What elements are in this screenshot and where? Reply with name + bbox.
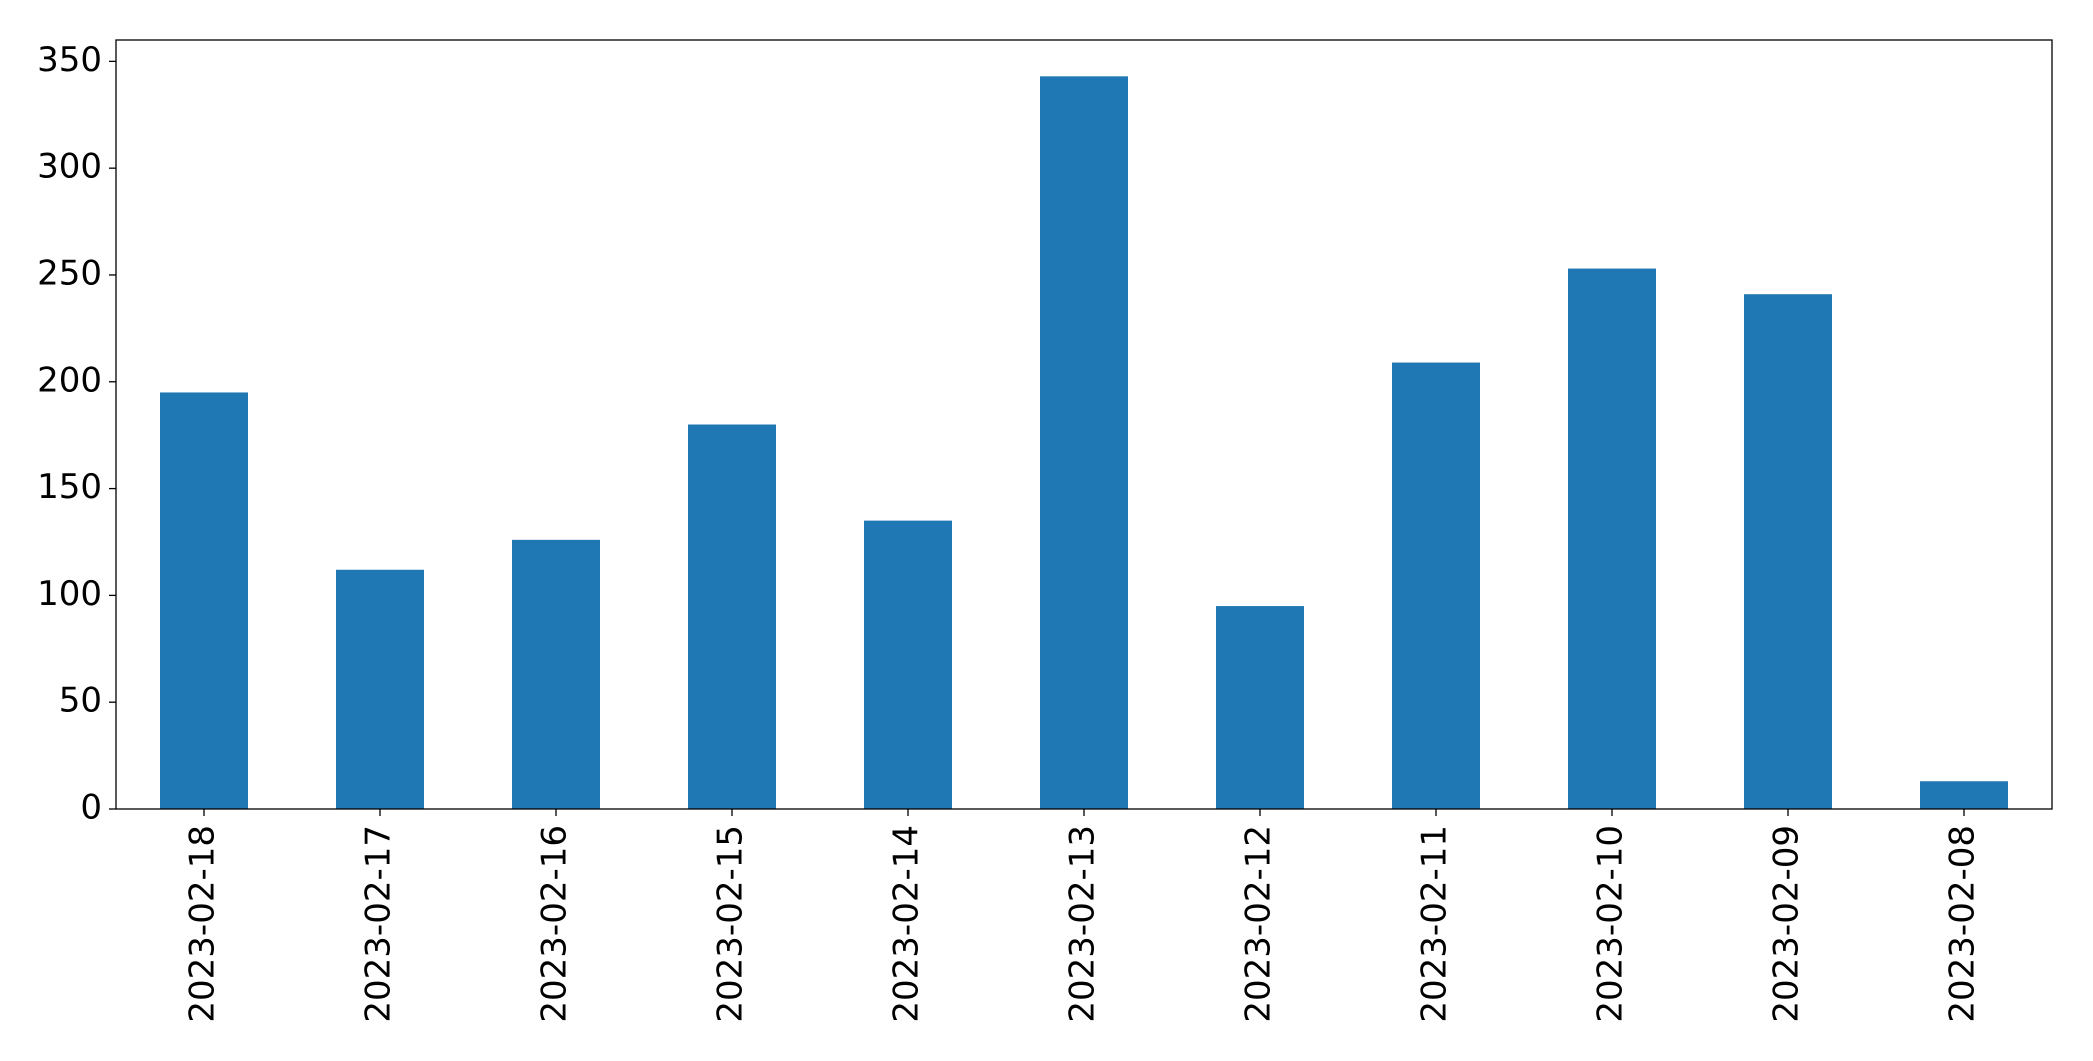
y-tick-label: 250: [37, 253, 102, 293]
x-tick-label: 2023-02-09: [1767, 825, 1807, 1023]
bar: [336, 569, 424, 809]
bar: [1216, 606, 1304, 809]
y-tick-label: 0: [80, 788, 102, 828]
x-tick-label: 2023-02-10: [1591, 825, 1631, 1023]
y-tick-label: 350: [37, 40, 102, 80]
bar: [512, 539, 600, 809]
bar: [160, 392, 248, 809]
bar: [1744, 294, 1832, 809]
x-tick-label: 2023-02-12: [1239, 825, 1279, 1023]
x-tick-label: 2023-02-13: [1063, 825, 1103, 1023]
x-tick-label: 2023-02-11: [1415, 825, 1455, 1023]
y-tick-label: 200: [37, 360, 102, 400]
x-tick-label: 2023-02-08: [1943, 825, 1983, 1023]
bar: [688, 424, 776, 809]
bar: [1920, 781, 2008, 809]
bar: [1568, 268, 1656, 809]
x-tick-label: 2023-02-18: [183, 825, 223, 1023]
x-tick-label: 2023-02-14: [887, 825, 927, 1023]
y-tick-label: 100: [37, 574, 102, 614]
y-tick-label: 150: [37, 467, 102, 507]
x-tick-label: 2023-02-16: [535, 825, 575, 1023]
y-tick-label: 300: [37, 147, 102, 187]
plot-frame: [115, 39, 2053, 810]
bar: [864, 520, 952, 809]
x-tick-label: 2023-02-17: [359, 825, 399, 1023]
x-tick-label: 2023-02-15: [711, 825, 751, 1023]
bar: [1392, 362, 1480, 809]
bar: [1040, 76, 1128, 809]
y-tick-label: 50: [59, 681, 102, 721]
